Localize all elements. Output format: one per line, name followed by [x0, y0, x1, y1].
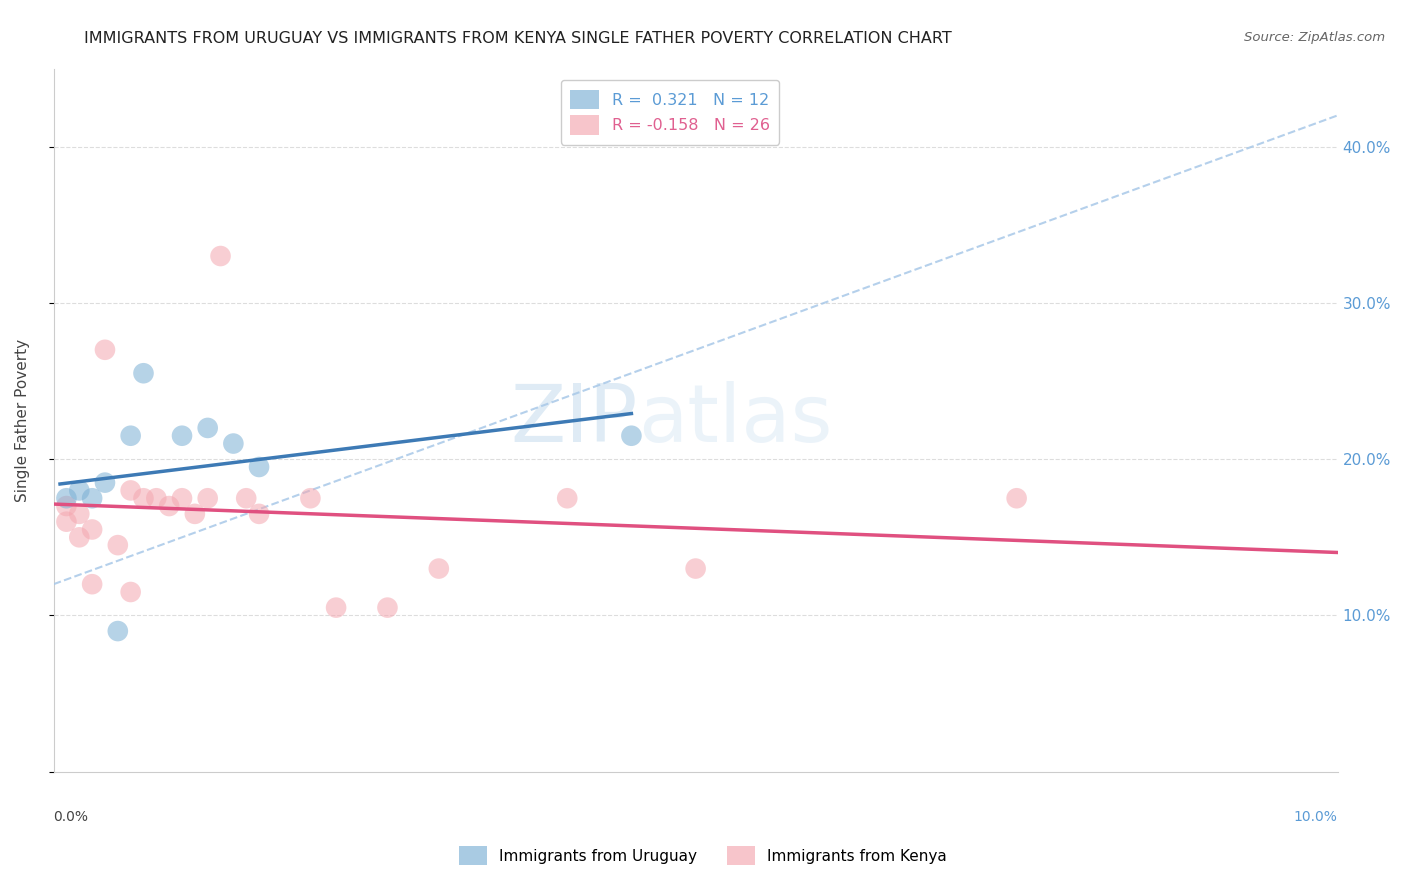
Point — [132, 366, 155, 380]
Point — [94, 343, 117, 357]
Point — [222, 436, 245, 450]
Point — [107, 624, 129, 638]
Text: 10.0%: 10.0% — [1294, 810, 1337, 824]
Text: 0.0%: 0.0% — [53, 810, 89, 824]
Point — [55, 491, 77, 506]
Point — [94, 475, 117, 490]
Point — [170, 428, 193, 442]
Text: atlas: atlas — [638, 381, 832, 459]
Point — [132, 491, 155, 506]
Point — [55, 499, 77, 513]
Point — [197, 421, 219, 435]
Point — [377, 600, 399, 615]
Text: ZIP: ZIP — [510, 381, 638, 459]
Point — [685, 561, 707, 575]
Point — [555, 491, 578, 506]
Point — [247, 507, 270, 521]
Point — [120, 585, 142, 599]
Text: Source: ZipAtlas.com: Source: ZipAtlas.com — [1244, 31, 1385, 45]
Point — [299, 491, 322, 506]
Point — [120, 483, 142, 498]
Point — [247, 460, 270, 475]
Legend: Immigrants from Uruguay, Immigrants from Kenya: Immigrants from Uruguay, Immigrants from… — [453, 840, 953, 871]
Point — [157, 499, 180, 513]
Point — [620, 428, 643, 442]
Point — [82, 491, 104, 506]
Point — [1005, 491, 1028, 506]
Point — [120, 428, 142, 442]
Y-axis label: Single Father Poverty: Single Father Poverty — [15, 339, 30, 501]
Point — [209, 249, 232, 263]
Text: IMMIGRANTS FROM URUGUAY VS IMMIGRANTS FROM KENYA SINGLE FATHER POVERTY CORRELATI: IMMIGRANTS FROM URUGUAY VS IMMIGRANTS FR… — [84, 31, 952, 46]
Point — [82, 523, 104, 537]
Point — [67, 507, 90, 521]
Point — [325, 600, 347, 615]
Point — [197, 491, 219, 506]
Point — [67, 483, 90, 498]
Point — [235, 491, 257, 506]
Point — [107, 538, 129, 552]
Point — [170, 491, 193, 506]
Point — [82, 577, 104, 591]
Point — [67, 530, 90, 544]
Point — [184, 507, 207, 521]
Point — [427, 561, 450, 575]
Legend: R =  0.321   N = 12, R = -0.158   N = 26: R = 0.321 N = 12, R = -0.158 N = 26 — [561, 80, 779, 145]
Point — [55, 515, 77, 529]
Point — [145, 491, 167, 506]
